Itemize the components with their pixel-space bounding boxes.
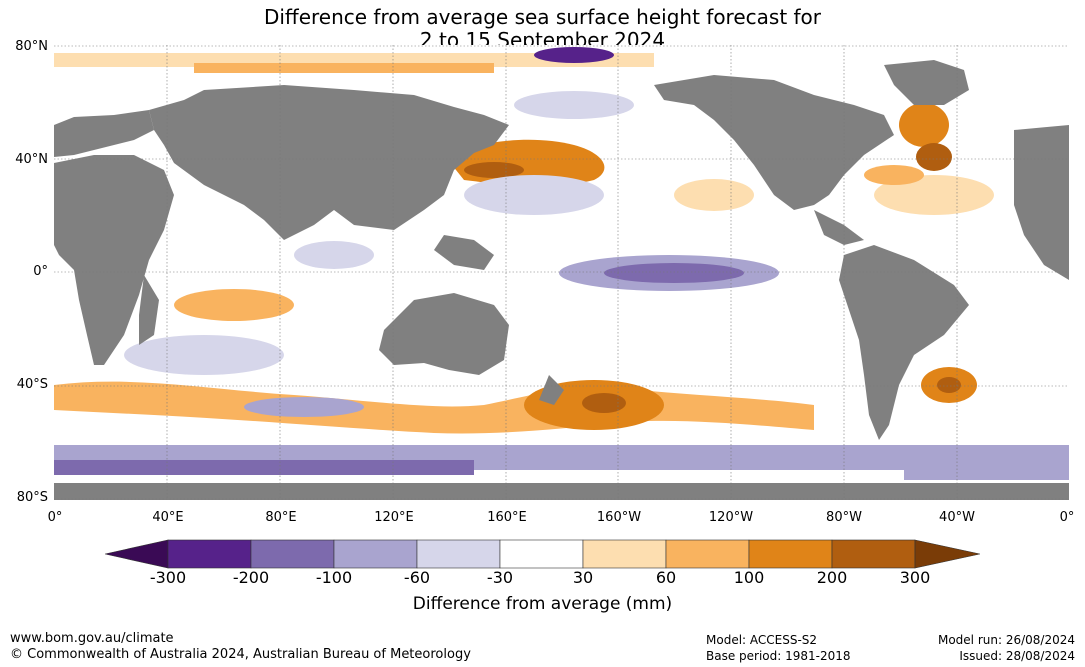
colorbar-bin	[582, 539, 667, 569]
lon-label-160e: 160°E	[487, 510, 527, 525]
chart-title-line1: Difference from average sea surface heig…	[263, 5, 822, 29]
colorbar-bin	[167, 539, 252, 569]
colorbar-label: 200	[816, 568, 848, 587]
model-name: Model: ACCESS-S2	[706, 633, 818, 647]
colorbar-label: 60	[655, 568, 677, 587]
lon-label-80e: 80°E	[265, 510, 297, 525]
lat-label-80s: 80°S	[16, 490, 48, 505]
colorbar-label: 30	[572, 568, 594, 587]
colorbar-label: -100	[315, 568, 353, 587]
central-america-landmass	[814, 210, 864, 245]
new-zealand-landmass	[539, 375, 564, 405]
colorbar-bin	[665, 539, 750, 569]
land-masses	[54, 60, 1069, 500]
issued-date: Issued: 28/08/2024	[959, 649, 1075, 663]
madagascar-landmass	[139, 275, 159, 345]
lon-label-360: 0°	[1059, 510, 1075, 525]
africa-landmass	[54, 155, 174, 365]
labrador-positive-anomaly	[899, 103, 949, 147]
colorbar-bin	[250, 539, 335, 569]
copyright-text: © Commonwealth of Australia 2024, Austra…	[10, 647, 471, 662]
north-america-landmass	[654, 75, 894, 210]
lat-label-80n: 80°N	[15, 39, 48, 54]
lon-label-160w: 160°W	[596, 510, 642, 525]
sea-surface-height-map	[54, 45, 1069, 500]
south-america-landmass	[839, 245, 969, 440]
colorbar-arrow-high	[914, 539, 980, 569]
colorbar-arrow-low	[105, 539, 169, 569]
colorbar-label: 100	[733, 568, 765, 587]
lon-label-40e: 40°E	[152, 510, 184, 525]
europe-africa-east-landmass	[1014, 125, 1069, 280]
base-period: Base period: 1981-2018	[706, 649, 851, 663]
website-link[interactable]: www.bom.gov.au/climate	[10, 631, 174, 646]
lon-label-0: 0°	[47, 510, 63, 525]
colorbar-bin	[333, 539, 418, 569]
colorbar-bin	[831, 539, 916, 569]
graticule	[54, 45, 1069, 500]
asia-landmass	[149, 85, 509, 240]
maritime-continent-landmass	[434, 235, 494, 270]
colorbar-title: Difference from average (mm)	[412, 594, 673, 614]
australia-landmass	[379, 293, 509, 375]
lon-label-80w: 80°W	[826, 510, 862, 525]
colorbar-label: -30	[486, 568, 514, 587]
model-run-date: Model run: 26/08/2024	[937, 633, 1075, 647]
lon-label-40w: 40°W	[939, 510, 975, 525]
colorbar-label: -300	[149, 568, 187, 587]
colorbar-bin	[499, 539, 584, 569]
lat-label-40n: 40°N	[15, 152, 48, 167]
southern-ocean-band-strong	[54, 460, 474, 475]
lon-label-120w: 120°W	[708, 510, 754, 525]
colorbar-label: -200	[232, 568, 270, 587]
colorbar	[105, 539, 980, 569]
lat-label-equator: 0°	[33, 264, 48, 279]
lat-label-40s: 40°S	[16, 377, 48, 392]
colorbar-label: -60	[403, 568, 431, 587]
colorbar-label: 300	[899, 568, 931, 587]
greenland-landmass	[884, 60, 969, 105]
antarctica-landmass	[54, 483, 1069, 500]
lon-label-120e: 120°E	[374, 510, 414, 525]
arctic-negative-anomaly	[534, 47, 614, 63]
colorbar-bin	[416, 539, 501, 569]
europe-landmass	[54, 110, 154, 157]
colorbar-bin	[748, 539, 833, 569]
